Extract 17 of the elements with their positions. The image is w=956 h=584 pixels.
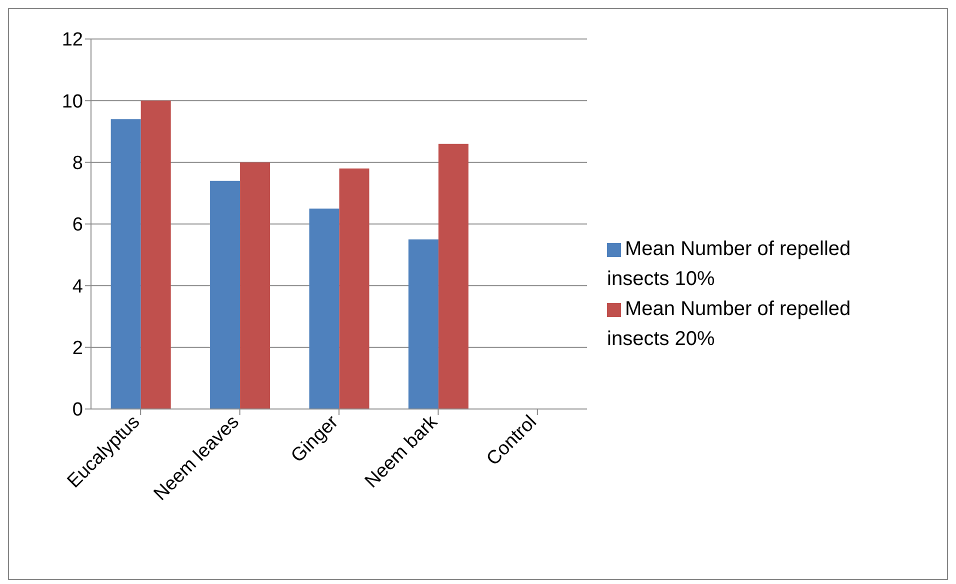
legend-label: Mean Number of repelled insects 10% [607,238,851,290]
y-tick-label: 2 [72,338,83,360]
bar [438,144,468,409]
y-tick-label: 6 [72,214,83,236]
bar [339,168,370,409]
bar [309,208,340,409]
bar [408,239,438,409]
legend-label: Mean Number of repelled insects 20% [607,298,851,350]
y-tick-label: 12 [62,30,83,51]
y-tick-label: 0 [72,400,83,421]
bar [110,119,141,409]
bar [210,180,240,409]
y-tick-label: 10 [62,91,83,112]
y-tick-label: 4 [72,276,84,298]
y-tick-label: 8 [72,153,83,174]
bar [240,162,270,409]
bar [140,100,171,409]
